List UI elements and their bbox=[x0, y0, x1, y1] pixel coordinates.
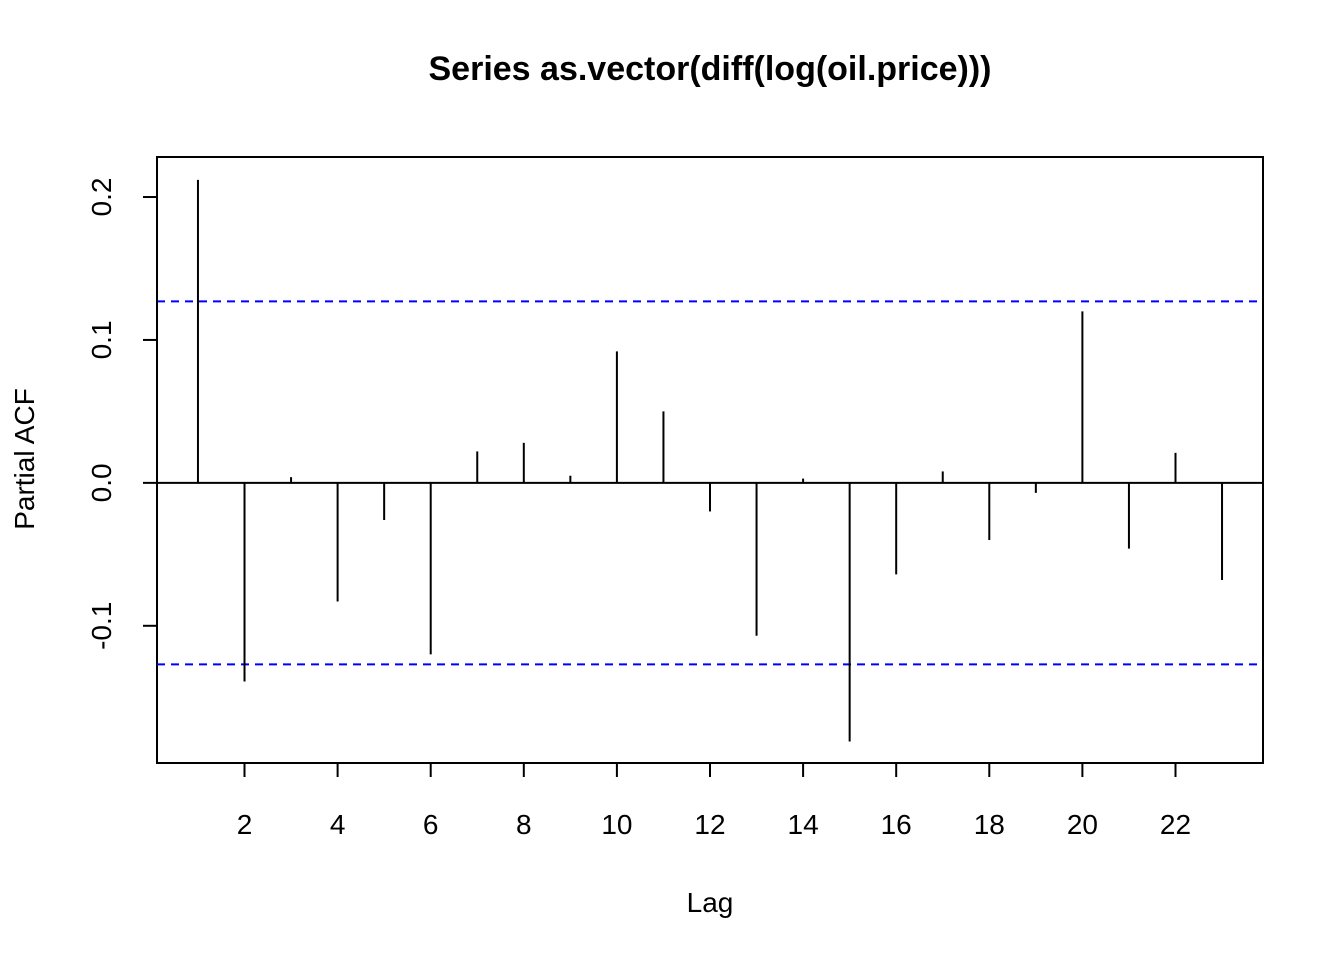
chart-title: Series as.vector(diff(log(oil.price))) bbox=[429, 50, 992, 88]
plot-area: 2 4 6 8 10 12 14 16 18 20 22 -0.1 0.0 0.1 0.2 bbox=[86, 156, 1264, 840]
x-tick-label-6: 6 bbox=[423, 809, 439, 840]
x-tick-label-22: 22 bbox=[1160, 809, 1191, 840]
y-axis-label: Partial ACF bbox=[9, 388, 40, 530]
y-tick-label-2: 0.1 bbox=[86, 320, 117, 359]
y-tick-label-3: 0.2 bbox=[86, 178, 117, 217]
y-tick-label-0: -0.1 bbox=[86, 602, 117, 650]
x-tick-label-12: 12 bbox=[694, 809, 725, 840]
x-tick-label-2: 2 bbox=[237, 809, 253, 840]
y-tick-label-1: 0.0 bbox=[86, 463, 117, 502]
x-tick-label-10: 10 bbox=[601, 809, 632, 840]
x-tick-label-16: 16 bbox=[881, 809, 912, 840]
x-tick-label-8: 8 bbox=[516, 809, 532, 840]
x-tick-label-18: 18 bbox=[974, 809, 1005, 840]
x-tick-label-20: 20 bbox=[1067, 809, 1098, 840]
x-tick-label-4: 4 bbox=[330, 809, 346, 840]
x-tick-label-14: 14 bbox=[788, 809, 819, 840]
x-axis-label: Lag bbox=[687, 887, 734, 918]
plot-frame bbox=[156, 156, 1264, 764]
